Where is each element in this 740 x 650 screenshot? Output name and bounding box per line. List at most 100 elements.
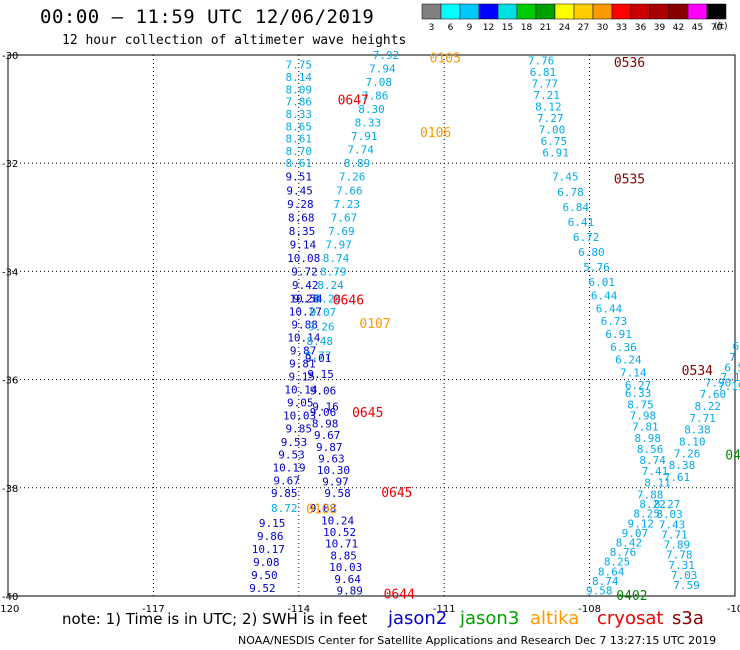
swh-value: 7.15 (720, 371, 740, 384)
swh-value: 7.60 (700, 388, 727, 401)
swh-value: 8.74 (323, 252, 350, 265)
colorbar-label: 24 (559, 23, 571, 33)
orbit-label: 0106 (420, 126, 451, 141)
swh-value: 6.01 (588, 276, 615, 289)
legend-cryosat: cryosat (597, 608, 664, 629)
swh-value: 7 (729, 351, 736, 364)
swh-value: 9.87 (290, 344, 317, 357)
swh-value: 7.66 (336, 184, 363, 197)
orbit-label: 0108 (306, 502, 337, 517)
footnote: note: 1) Time is in UTC; 2) SWH is in fe… (62, 610, 368, 628)
swh-value: 10.30 (317, 464, 350, 477)
swh-value: 6.24 (615, 354, 642, 367)
x-tick-label: -108 (578, 604, 601, 615)
swh-value: 8.12 (535, 100, 562, 113)
swh-value: 9.87 (316, 441, 343, 454)
orbit-label: 0647 (338, 93, 369, 108)
swh-value: 7.14 (620, 366, 647, 379)
orbit-label: 0645 (381, 486, 412, 501)
swh-value: 7.98 (630, 409, 657, 422)
swh-value: 7.31 (668, 559, 695, 572)
x-tick-label: -117 (142, 604, 165, 615)
swh-value: 7.71 (689, 412, 716, 425)
orbit-labels: 0105010601070108053605350534053306470646… (306, 52, 740, 604)
swh-value: 8.25 (604, 556, 631, 569)
y-tick-label: -34 (2, 267, 18, 278)
legend-s3a: s3a (672, 608, 704, 629)
swh-value: 8.85 (330, 549, 357, 562)
swh-value: 9.15 (288, 370, 315, 383)
swh-value: 6.73 (601, 315, 628, 328)
swh-value: 8.24 (317, 279, 344, 292)
swh-value: 9.07 (310, 306, 337, 319)
swh-value: 10.71 (325, 538, 358, 551)
chart-title: 00:00 — 11:59 UTC 12/06/2019 (40, 6, 375, 28)
color-scale-bar: 3 6 9 12 15 18 21 24 27 30 33 36 39 42 45 70 (421, 3, 727, 33)
colorbar-swatch (668, 3, 689, 20)
swh-value: 6.36 (610, 341, 637, 354)
orbit-label: 0402 (616, 589, 647, 604)
swh-value: 9.63 (318, 452, 345, 465)
swh-value: 9.53 (281, 436, 308, 449)
swh-value: 8.70 (286, 145, 313, 158)
swh-value: 9.88 (291, 318, 318, 331)
swh-value: 8.38 (684, 424, 711, 437)
colorbar-swatch (687, 3, 708, 20)
legend-altika: altika (530, 608, 580, 629)
swh-value: 7.76 (528, 54, 555, 67)
swh-value: 6.91 (605, 328, 632, 341)
swh-value: 10.24 (321, 514, 354, 527)
swh-value: 9.06 (310, 384, 337, 397)
x-tick-label: -114 (287, 604, 310, 615)
swh-value: 9.81 (289, 357, 316, 370)
swh-value: 8.33 (355, 117, 382, 130)
y-tick-label: -30 (2, 51, 18, 62)
swh-value: 8.89 (344, 157, 371, 170)
colorbar-swatch (554, 3, 575, 20)
swh-value: 8.72 (271, 502, 298, 515)
swh-value: 10.08 (287, 252, 320, 265)
swh-value: 7.69 (328, 225, 355, 238)
orbit-label: 0105 (430, 52, 461, 67)
swh-value: 8.42 (616, 537, 643, 550)
swh-value: 8.74 (639, 454, 666, 467)
swh-value: 10.27 (289, 305, 322, 318)
swh-value: 7.26 (339, 171, 366, 184)
colorbar-label: 27 (578, 23, 589, 33)
swh-value: 9.72 (291, 265, 318, 278)
colorbar-swatch (630, 3, 651, 20)
colorbar-label: 3 (429, 23, 435, 33)
swh-value: 9.58 (324, 487, 351, 500)
swh-value: 6.75 (541, 135, 568, 148)
swh-value: 7.77 (532, 77, 559, 90)
swh-value: 8.98 (312, 418, 339, 431)
swh-value: 6.27 (625, 379, 652, 392)
swh-value: 9.68 (310, 502, 337, 515)
swh-value: 8.33 (286, 108, 313, 121)
swh-value: 6.91 (542, 146, 569, 159)
swh-value: 7.19 (718, 380, 740, 393)
swh-value: 8.22 (639, 498, 666, 511)
swh-value: 9.86 (257, 530, 284, 543)
colorbar-swatch (421, 3, 442, 20)
orbit-label: 0534 (682, 364, 713, 379)
swh-value: 6.80 (578, 246, 605, 259)
swh-value: 8.74 (592, 575, 619, 588)
swh-value: 8.68 (288, 211, 315, 224)
swh-value: 9.85 (271, 487, 298, 500)
colorbar-label: 33 (616, 23, 627, 33)
wave-height-tracks: 7.758.148.097.868.338.658.618.708.619.51… (249, 49, 740, 598)
colorbar-swatch (592, 3, 613, 20)
swh-value: 8.38 (669, 459, 696, 472)
swh-value: 9.53 (278, 449, 305, 462)
colorbar-label: 15 (502, 23, 513, 33)
swh-value: 7.43 (659, 518, 686, 531)
swh-value: 7.03 (671, 569, 698, 582)
swh-value: 7.86 (362, 90, 389, 103)
colorbar-label: 45 (692, 23, 703, 33)
swh-value: 6.78 (557, 186, 584, 199)
swh-value: 6.72 (573, 231, 600, 244)
swh-value: 9.06 (310, 406, 337, 419)
colorbar-swatch (459, 3, 480, 20)
swh-value: 8.77 (305, 349, 332, 362)
